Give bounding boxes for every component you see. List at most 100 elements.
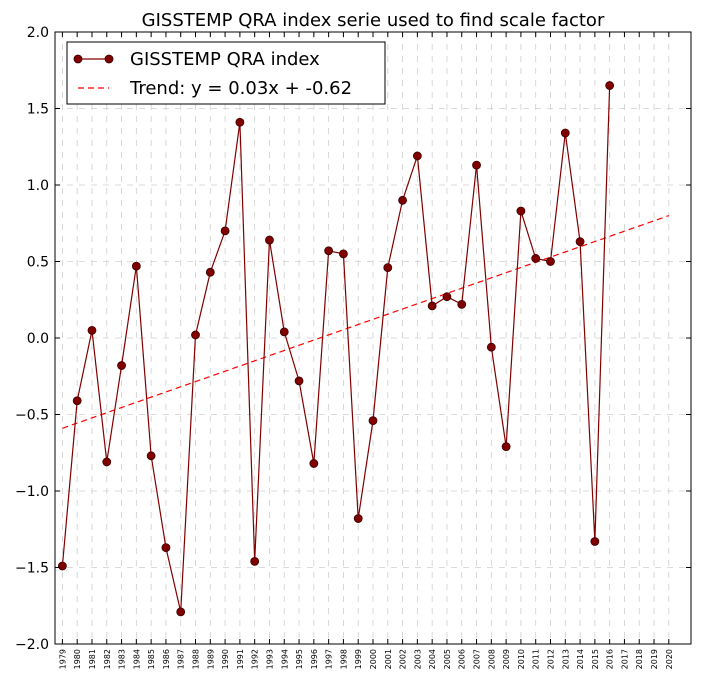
data-point	[57, 561, 67, 571]
data-point	[472, 160, 481, 170]
data-point	[117, 361, 126, 370]
x-tick-label: 2004	[428, 649, 437, 669]
x-tick-label: 1992	[251, 649, 260, 669]
x-tick-label: 2000	[369, 649, 378, 669]
data-point	[605, 81, 615, 90]
x-tick-label: 2012	[546, 649, 555, 669]
data-point	[265, 235, 274, 245]
legend-label-qra: GISSTEMP QRA index	[130, 49, 320, 70]
data-point	[398, 195, 407, 205]
series-layer	[57, 81, 615, 617]
x-tick-label: 2019	[650, 649, 659, 669]
x-tick-label: 1983	[118, 649, 127, 669]
data-point	[531, 254, 541, 263]
y-tick-label: 2.0	[27, 25, 49, 41]
x-tick-label: 1995	[295, 649, 304, 669]
data-point	[501, 442, 511, 452]
x-tick-label: 1993	[265, 649, 274, 669]
data-point	[176, 607, 186, 617]
data-point	[486, 342, 496, 352]
chart-title: GISSTEMP QRA index serie used to find sc…	[142, 10, 605, 31]
x-tick-label: 1982	[103, 649, 112, 669]
x-tick-label: 2020	[665, 649, 674, 669]
x-tick-label: 2006	[458, 649, 467, 669]
y-axis: 2.0 1.5 1.0 0.5 0.0 −0.5 −1.0 −1.5 −2.0	[15, 25, 691, 653]
x-tick-label: 1979	[58, 649, 67, 669]
data-point	[575, 237, 585, 247]
data-point	[87, 325, 97, 335]
x-tick-label: 1981	[88, 649, 97, 669]
x-tick-label: 2013	[561, 649, 570, 669]
x-tick-label: 1998	[339, 649, 348, 669]
legend: GISSTEMP QRA index Trend: y = 0.03x + -0…	[66, 41, 386, 105]
data-point	[220, 226, 230, 236]
x-tick-label: 2017	[620, 649, 629, 669]
trend-layer	[62, 215, 670, 429]
x-tick-label: 1997	[325, 649, 334, 669]
x-tick-label: 1994	[280, 649, 289, 669]
legend-box	[66, 41, 386, 105]
x-tick-label: 2016	[606, 649, 615, 669]
data-point	[294, 376, 304, 386]
data-point	[427, 301, 437, 311]
y-tick-label: −1.0	[15, 484, 49, 500]
data-point	[546, 257, 555, 266]
data-point	[102, 457, 112, 467]
x-tick-label: 1988	[192, 649, 201, 669]
x-tick-label: 1999	[354, 649, 363, 669]
data-point	[560, 128, 570, 138]
y-tick-label: −0.5	[15, 408, 49, 424]
x-tick-label: 2011	[532, 649, 541, 669]
data-point	[442, 292, 452, 302]
x-tick-label: 2005	[443, 649, 452, 669]
x-tick-label: 2002	[399, 649, 408, 669]
trend-line	[62, 215, 670, 429]
data-point	[368, 416, 378, 426]
data-point	[590, 537, 600, 546]
x-tick-label: 2007	[473, 649, 482, 669]
x-tick-label: 1984	[132, 649, 141, 669]
data-point	[72, 396, 82, 406]
x-tick-label: 2018	[635, 649, 644, 669]
data-point	[383, 263, 393, 273]
data-point	[353, 514, 363, 523]
x-tick-label: 2015	[591, 649, 600, 669]
x-tick-label: 1990	[221, 649, 230, 669]
data-point	[205, 267, 215, 277]
x-tick-label: 1987	[177, 649, 186, 669]
data-point	[235, 117, 245, 127]
x-tick-label: 2009	[502, 649, 511, 669]
x-tick-label: 2014	[576, 649, 585, 669]
legend-marker-qra	[73, 54, 83, 64]
data-point	[516, 206, 526, 216]
data-point	[279, 327, 289, 337]
data-point	[339, 249, 348, 259]
data-point	[191, 330, 200, 340]
y-tick-label: 1.0	[27, 178, 49, 194]
x-tick-label: 1996	[310, 649, 319, 669]
legend-label-trend: Trend: y = 0.03x + -0.62	[129, 78, 352, 99]
x-tick-label: 1991	[236, 649, 245, 669]
y-tick-label: 1.5	[27, 102, 49, 118]
y-tick-label: −2.0	[15, 637, 49, 653]
data-point	[161, 543, 171, 553]
x-tick-label: 1980	[73, 649, 82, 669]
y-tick-label: 0.0	[27, 331, 49, 347]
series-line-qra	[61, 85, 611, 613]
legend-marker-qra-2	[104, 54, 114, 64]
data-point	[131, 261, 141, 271]
y-tick-label: 0.5	[27, 255, 49, 271]
data-point	[324, 246, 334, 256]
data-point	[412, 151, 422, 161]
data-point	[457, 299, 467, 309]
data-point	[309, 459, 319, 468]
grid	[55, 32, 691, 644]
x-tick-label: 1989	[206, 649, 215, 669]
x-tick-label: 1985	[147, 649, 156, 669]
data-point	[250, 556, 260, 566]
x-tick-label: 2003	[413, 649, 422, 669]
x-axis: 1979 1980 1981 1982 1983 1984 1985 1986 1987 1988…	[58, 32, 674, 669]
x-tick-label: 1986	[162, 649, 171, 669]
x-tick-label: 2008	[487, 649, 496, 669]
